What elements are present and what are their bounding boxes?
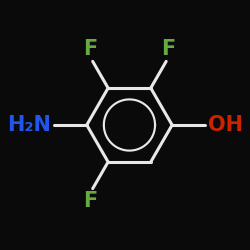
- Text: F: F: [83, 40, 98, 60]
- Text: OH: OH: [208, 115, 243, 135]
- Text: F: F: [83, 190, 98, 210]
- Text: F: F: [162, 40, 176, 60]
- Text: H₂N: H₂N: [7, 115, 51, 135]
